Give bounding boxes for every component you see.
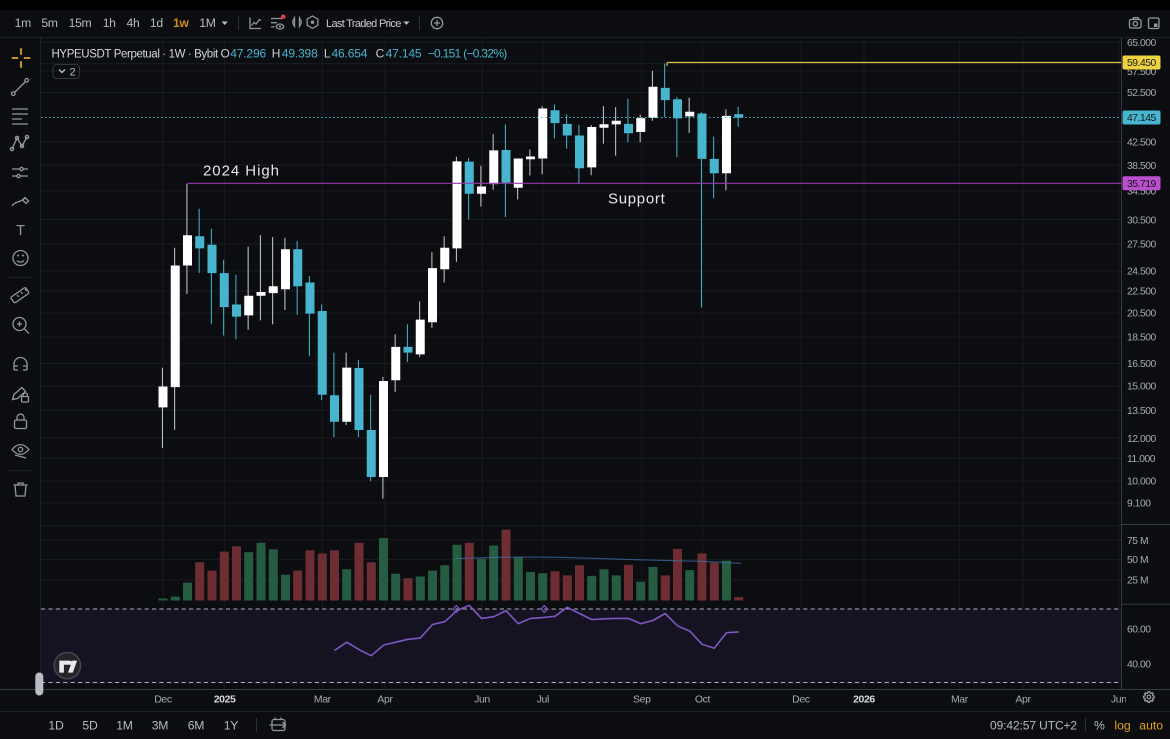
- svg-text:46.654: 46.654: [332, 47, 368, 61]
- svg-text:42.500: 42.500: [1127, 138, 1157, 149]
- svg-text:Apr: Apr: [377, 693, 393, 705]
- svg-text:−0.151 (−0.32%): −0.151 (−0.32%): [428, 47, 508, 61]
- svg-text:22.500: 22.500: [1127, 287, 1157, 298]
- svg-text:09:42:57 UTC+2: 09:42:57 UTC+2: [990, 718, 1077, 732]
- svg-text:47.296: 47.296: [230, 47, 266, 61]
- svg-text:Support: Support: [608, 190, 666, 207]
- svg-text:2026: 2026: [853, 693, 875, 705]
- svg-text:5m: 5m: [41, 16, 57, 30]
- svg-text:20.500: 20.500: [1127, 308, 1157, 319]
- svg-text:59.450: 59.450: [1127, 58, 1157, 69]
- svg-text:Jun: Jun: [1111, 693, 1127, 705]
- svg-text:1Y: 1Y: [224, 718, 239, 732]
- svg-text:Last Traded Price: Last Traded Price: [326, 18, 401, 30]
- svg-text:6M: 6M: [188, 718, 205, 732]
- svg-text:Mar: Mar: [314, 693, 332, 705]
- svg-text:47.145: 47.145: [1127, 113, 1157, 124]
- svg-text:2: 2: [70, 67, 76, 79]
- svg-text:1m: 1m: [15, 16, 31, 30]
- svg-text:75 M: 75 M: [1127, 536, 1148, 547]
- svg-text:2025: 2025: [214, 693, 236, 705]
- svg-text:12.000: 12.000: [1127, 434, 1157, 445]
- svg-text:57.500: 57.500: [1127, 67, 1157, 78]
- svg-text:Dec: Dec: [154, 693, 172, 705]
- svg-text:60.00: 60.00: [1127, 624, 1151, 635]
- svg-text:27.500: 27.500: [1127, 240, 1157, 251]
- svg-text:C: C: [376, 47, 385, 61]
- svg-text:3M: 3M: [152, 718, 169, 732]
- svg-text:1M: 1M: [199, 16, 215, 30]
- svg-text:50 M: 50 M: [1127, 555, 1148, 566]
- svg-text:T: T: [16, 223, 25, 239]
- svg-text:15m: 15m: [69, 16, 92, 30]
- svg-text:11.000: 11.000: [1127, 454, 1156, 465]
- svg-text:4h: 4h: [127, 16, 140, 30]
- svg-text:35.719: 35.719: [1127, 179, 1157, 190]
- svg-text:25 M: 25 M: [1127, 575, 1148, 586]
- svg-text:Mar: Mar: [951, 693, 969, 705]
- svg-text:auto: auto: [1139, 718, 1163, 732]
- svg-text:Apr: Apr: [1015, 693, 1031, 705]
- svg-text:1h: 1h: [103, 16, 116, 30]
- svg-text:10.000: 10.000: [1127, 477, 1157, 488]
- svg-text:1d: 1d: [150, 16, 163, 30]
- svg-text:log: log: [1114, 718, 1130, 732]
- svg-text:%: %: [1094, 718, 1105, 732]
- svg-text:40.00: 40.00: [1127, 659, 1151, 670]
- svg-text:16.500: 16.500: [1127, 359, 1157, 370]
- svg-text:5D: 5D: [82, 718, 98, 732]
- svg-text:13.500: 13.500: [1127, 406, 1157, 417]
- svg-text:24.500: 24.500: [1127, 267, 1157, 278]
- svg-text:2024 High: 2024 High: [203, 162, 280, 179]
- svg-text:Sep: Sep: [633, 693, 651, 705]
- svg-text:47.145: 47.145: [386, 47, 422, 61]
- svg-text:49.398: 49.398: [282, 47, 318, 61]
- svg-text:15.000: 15.000: [1127, 382, 1157, 393]
- svg-text:52.500: 52.500: [1127, 88, 1157, 99]
- svg-text:65.000: 65.000: [1127, 38, 1157, 49]
- svg-text:Jun: Jun: [474, 693, 490, 705]
- svg-text:38.500: 38.500: [1127, 161, 1157, 172]
- svg-text:34.500: 34.500: [1127, 186, 1157, 197]
- svg-text:18.500: 18.500: [1127, 332, 1157, 343]
- svg-text:30.500: 30.500: [1127, 215, 1157, 226]
- svg-text:L: L: [324, 47, 331, 61]
- svg-text:Oct: Oct: [695, 693, 711, 705]
- svg-text:9.100: 9.100: [1127, 499, 1151, 510]
- svg-text:1D: 1D: [48, 718, 64, 732]
- svg-text:Dec: Dec: [792, 693, 810, 705]
- svg-text:O: O: [221, 47, 230, 61]
- svg-text:HYPEUSDT Perpetual · 1W · Bybi: HYPEUSDT Perpetual · 1W · Bybit: [52, 49, 219, 61]
- svg-text:Jul: Jul: [537, 693, 549, 705]
- svg-text:1w: 1w: [173, 16, 189, 30]
- svg-text:1M: 1M: [116, 718, 133, 732]
- svg-text:H: H: [272, 47, 281, 61]
